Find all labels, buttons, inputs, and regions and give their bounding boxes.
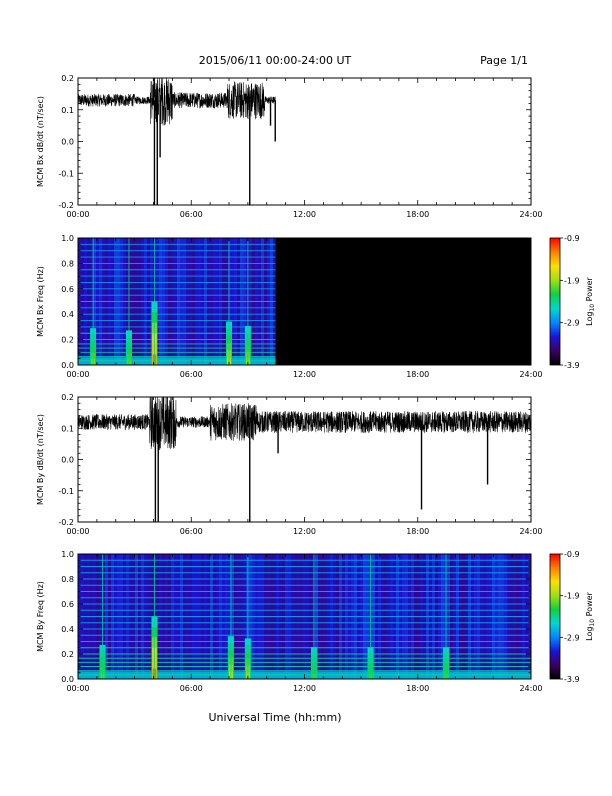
x-tick-label: 12:00 <box>293 370 316 379</box>
y-tick-label: -0.2 <box>58 201 74 210</box>
x-tick-label: 00:00 <box>66 370 89 379</box>
y-tick-label: 0.8 <box>61 259 74 268</box>
x-tick-label: 00:00 <box>66 684 89 693</box>
y-tick-label: 0.2 <box>61 393 74 402</box>
y-axis-label: MCM Bx dB/dt (nT/sec) <box>36 96 45 187</box>
x-tick-label: 12:00 <box>293 210 316 219</box>
y-tick-label: 0.0 <box>61 361 74 370</box>
x-tick-label: 24:00 <box>519 370 542 379</box>
x-tick-label: 18:00 <box>406 527 429 536</box>
colorbar-tick-label: -2.9 <box>564 319 580 328</box>
colorbar-tick-label: -1.9 <box>564 592 580 601</box>
colorbar-label-tail: Power <box>585 276 594 303</box>
colorbar-tick-label: -2.9 <box>564 633 580 642</box>
x-tick-label: 18:00 <box>406 210 429 219</box>
y-tick-label: 0.2 <box>61 336 74 345</box>
y-tick-label: 0.4 <box>61 310 74 319</box>
x-tick-label: 18:00 <box>406 370 429 379</box>
colorbar-label: Log10 Power <box>585 591 596 640</box>
x-tick-label: 12:00 <box>293 527 316 536</box>
panels-group: 00:00 06:00 12:00 18:00 24:00 -0.2 -0.1 0.0 0.1 0… <box>36 74 596 693</box>
y-tick-label: -0.1 <box>58 487 74 496</box>
dbdt-trace <box>78 397 531 451</box>
spectrogram-panel-1: 00:00 06:00 12:00 18:00 24:00 0.0 0.2 0.4 0.6 0.8… <box>36 234 596 379</box>
x-tick-label: 06:00 <box>180 527 203 536</box>
colorbar-tick-label: -3.9 <box>564 675 580 684</box>
colorbar-tick-label: -3.9 <box>564 361 580 370</box>
dbdt-panel-2: 00:00 06:00 12:00 18:00 24:00 -0.2 -0.1 0.0 0.1 0… <box>36 393 543 536</box>
colorbar <box>549 553 561 680</box>
colorbar <box>549 237 561 366</box>
x-tick-label: 06:00 <box>180 370 203 379</box>
x-tick-label: 24:00 <box>519 684 542 693</box>
y-tick-label: 1.0 <box>61 550 74 559</box>
y-tick-label: 0.1 <box>61 424 74 433</box>
plot-frame <box>77 77 532 206</box>
y-axis-label: MCM Bx Freq (Hz) <box>36 266 45 337</box>
y-tick-label: 0.0 <box>61 456 74 465</box>
x-tick-label: 12:00 <box>293 684 316 693</box>
colorbar-tick-label: -0.9 <box>564 550 580 559</box>
y-tick-label: 0.4 <box>61 625 74 634</box>
y-tick-label: 0.8 <box>61 575 74 584</box>
colorbar-tick-label: -1.9 <box>564 276 580 285</box>
dbdt-trace <box>78 78 276 126</box>
y-tick-label: -0.2 <box>58 518 74 527</box>
x-tick-label: 06:00 <box>180 210 203 219</box>
colorbar-label: Log10 Power <box>585 276 596 325</box>
dbdt-panel-0: 00:00 06:00 12:00 18:00 24:00 -0.2 -0.1 0.0 0.1 0… <box>36 74 543 219</box>
y-axis-label: MCM By Freq (Hz) <box>36 581 45 652</box>
y-tick-label: 0.6 <box>61 600 74 609</box>
y-tick-label: 1.0 <box>61 234 74 243</box>
colorbar-label-main: Log <box>585 627 594 641</box>
x-tick-label: 24:00 <box>519 210 542 219</box>
page-indicator: Page 1/1 <box>480 54 528 67</box>
y-tick-label: 0.2 <box>61 74 74 83</box>
colorbar-label-tail: Power <box>585 591 594 618</box>
colorbar-label-main: Log <box>585 312 594 326</box>
y-tick-label: -0.1 <box>58 169 74 178</box>
x-tick-label: 06:00 <box>180 684 203 693</box>
report-title: 2015/06/11 00:00-24:00 UT <box>199 54 352 67</box>
y-tick-label: 0.0 <box>61 138 74 147</box>
colorbar-tick-label: -0.9 <box>564 234 580 243</box>
colorbar-label-sub: 10 <box>589 619 596 627</box>
time-axis-label: Universal Time (hh:mm) <box>209 711 342 724</box>
y-tick-label: 0.2 <box>61 650 74 659</box>
x-tick-label: 24:00 <box>519 527 542 536</box>
y-tick-label: 0.6 <box>61 285 74 294</box>
y-tick-label: 0.1 <box>61 106 74 115</box>
x-tick-label: 18:00 <box>406 684 429 693</box>
x-tick-label: 00:00 <box>66 527 89 536</box>
y-axis-label: MCM By dB/dt (nT/sec) <box>36 414 45 505</box>
colorbar-label-sub: 10 <box>589 304 596 312</box>
x-tick-label: 00:00 <box>66 210 89 219</box>
y-tick-label: 0.0 <box>61 675 74 684</box>
spectrogram-panel-3: 00:00 06:00 12:00 18:00 24:00 0.0 0.2 0.4 0.6 0.8… <box>36 550 596 693</box>
